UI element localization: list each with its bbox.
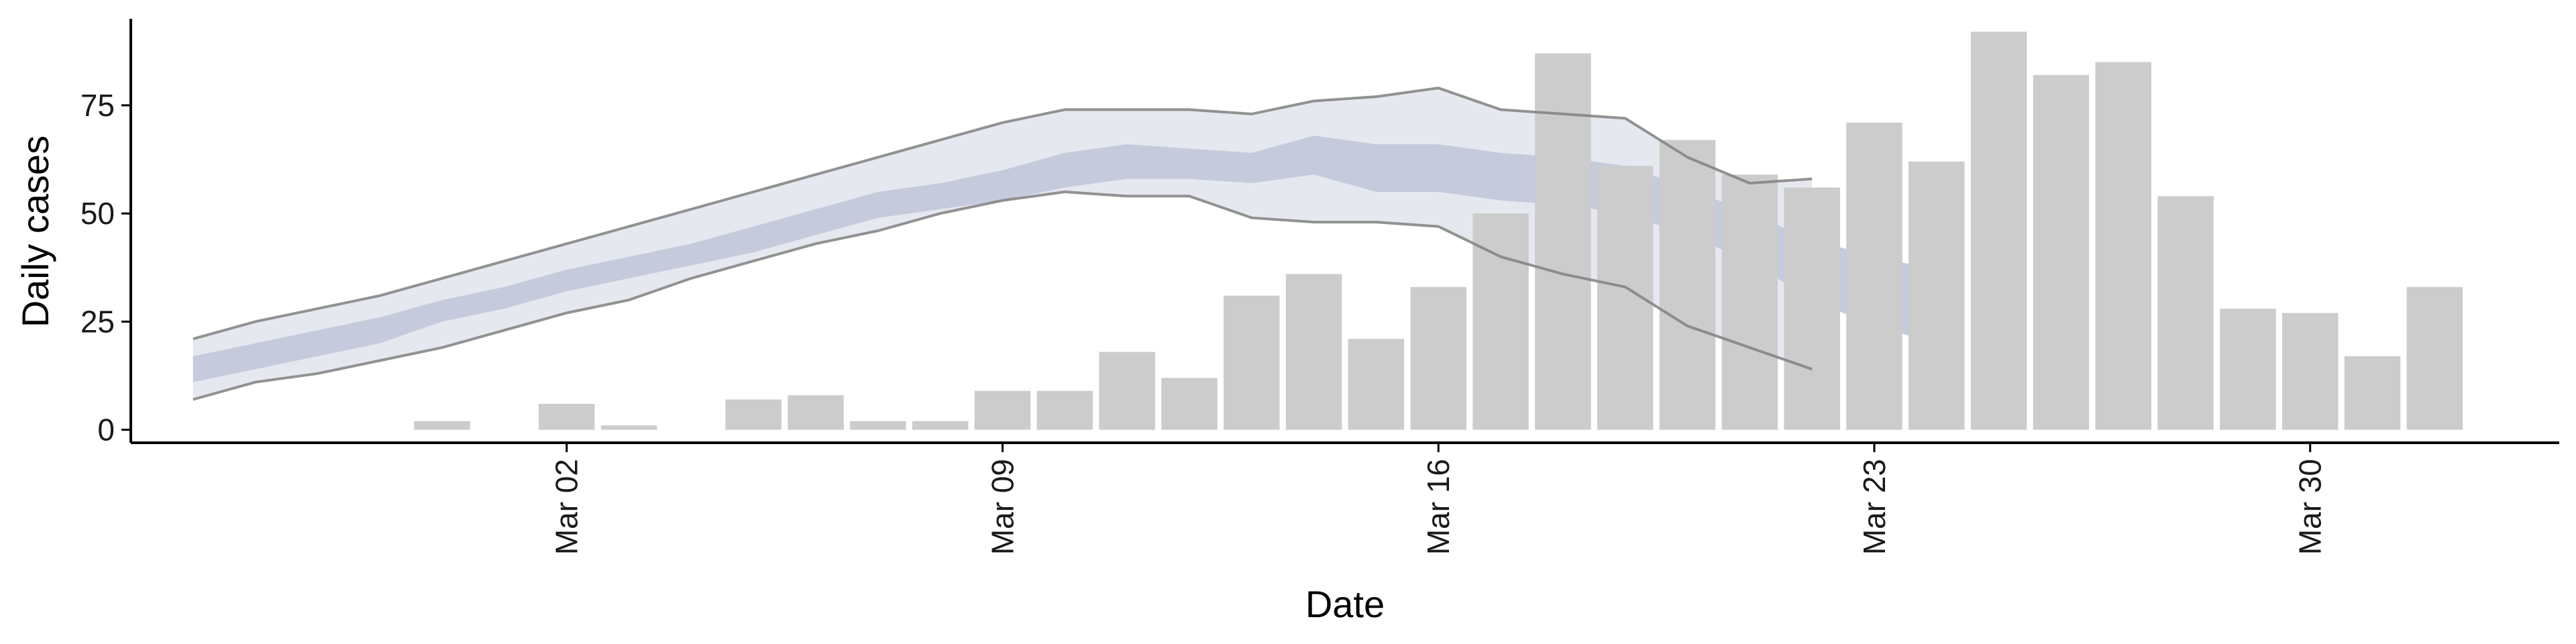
- case-bar: [2282, 313, 2339, 430]
- case-bar: [2157, 196, 2214, 430]
- case-bar: [850, 421, 906, 430]
- case-bar: [1285, 274, 1342, 430]
- y-axis-title: Daily cases: [14, 136, 56, 327]
- axes: [129, 19, 2559, 444]
- x-tick-label: Mar 16: [1421, 459, 1456, 555]
- case-bar: [2406, 286, 2463, 430]
- y-tick-label: 75: [80, 88, 115, 123]
- case-bar: [600, 425, 657, 430]
- y-axis-ticks: 0 25 50 75: [80, 88, 131, 447]
- estimate-bands: [193, 88, 1937, 400]
- case-bar: [2220, 309, 2276, 430]
- x-tick-label: Mar 02: [549, 459, 584, 555]
- case-bar: [1659, 140, 1716, 430]
- case-bar: [1161, 378, 1218, 430]
- case-bar: [1784, 187, 1840, 430]
- case-bar: [1721, 174, 1778, 430]
- case-bar: [1224, 295, 1280, 430]
- case-bar: [2344, 356, 2401, 430]
- x-axis-title: Date: [1305, 583, 1385, 625]
- y-tick-label: 0: [97, 413, 115, 447]
- case-bars: [414, 32, 2463, 430]
- x-tick-label: Mar 30: [2293, 459, 2328, 555]
- band-50-interval: [193, 136, 1937, 382]
- y-tick-label: 50: [80, 196, 115, 231]
- y-tick-label: 25: [80, 304, 115, 339]
- estimate-bound-lines: [193, 87, 1813, 401]
- case-bar: [1909, 161, 1965, 430]
- case-bar: [1970, 32, 2027, 430]
- case-bar: [1348, 339, 1405, 430]
- lower-bound-line: [193, 190, 1813, 401]
- case-bar: [788, 395, 844, 430]
- case-bar: [539, 404, 595, 430]
- case-bar: [1036, 390, 1093, 430]
- case-bar: [2095, 62, 2151, 430]
- case-bar: [1472, 213, 1529, 430]
- x-tick-label: Mar 23: [1857, 459, 1892, 555]
- x-tick-label: Mar 09: [985, 459, 1020, 555]
- x-axis-ticks: Mar 02 Mar 09 Mar 16 Mar 23 Mar 30: [549, 443, 2328, 555]
- case-bar: [974, 390, 1031, 430]
- case-bar: [2033, 74, 2090, 430]
- case-bar: [1535, 53, 1591, 430]
- upper-bound-line: [193, 87, 1813, 341]
- case-bar: [1099, 352, 1155, 430]
- case-bar: [1410, 286, 1466, 430]
- case-bar: [725, 399, 782, 430]
- case-bar: [912, 421, 969, 430]
- case-bar: [1846, 122, 1902, 430]
- case-bar: [414, 421, 470, 430]
